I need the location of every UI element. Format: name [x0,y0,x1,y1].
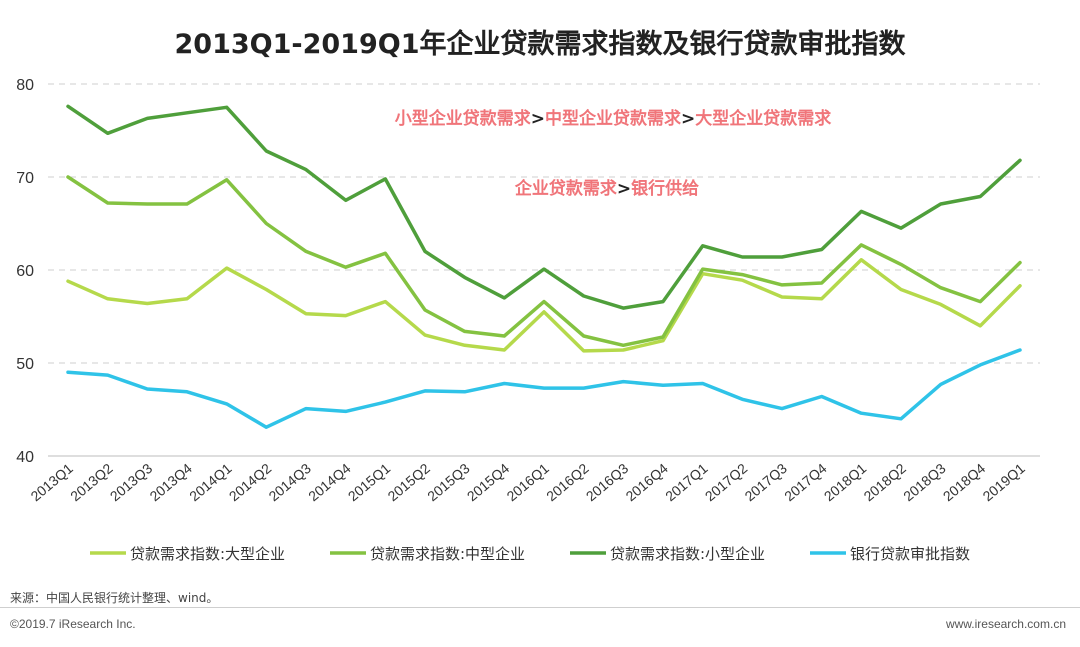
y-tick-label: 40 [16,449,34,466]
x-tick-label: 2017Q1 [662,460,711,504]
annotation-part: 中型企业贷款需求 [545,108,681,129]
annotation-part: 银行供给 [631,178,699,199]
chart-title: 2013Q1-2019Q1年企业贷款需求指数及银行贷款审批指数 [174,29,906,60]
x-tick-label: 2018Q2 [860,460,909,504]
x-tick-label: 2015Q3 [424,460,473,504]
x-tick-label: 2013Q4 [146,460,195,504]
x-tick-label: 2014Q3 [265,460,314,504]
x-tick-label: 2018Q3 [900,460,949,504]
series-line-3 [66,104,1022,310]
x-tick-label: 2017Q3 [741,460,790,504]
x-tick-label: 2015Q2 [384,460,433,504]
x-tick-label: 2013Q1 [27,460,76,504]
annotation-part: > [617,179,631,199]
x-tick-label: 2016Q3 [583,460,632,504]
annotation-part: 小型企业贷款需求 [395,108,531,129]
x-tick-label: 2017Q2 [702,460,751,504]
y-tick-label: 60 [16,263,34,280]
x-tick-label: 2014Q2 [226,460,275,504]
x-tick-label: 2016Q2 [543,460,592,504]
x-tick-label: 2018Q1 [821,460,870,504]
x-tick-label: 2015Q4 [464,460,513,504]
legend-item-3[interactable]: 贷款需求指数:小型企业 [570,545,765,563]
x-tick-label: 2018Q4 [940,460,989,504]
legend-item-1[interactable]: 贷款需求指数:大型企业 [90,545,285,563]
legend-item-2[interactable]: 贷款需求指数:中型企业 [330,545,525,563]
y-tick-label: 50 [16,356,34,373]
annotation-part: > [531,109,545,129]
x-tick-label: 2013Q3 [107,460,156,504]
legend-label: 银行贷款审批指数 [850,545,970,563]
annotation-2: 企业贷款需求>银行供给 [514,178,699,199]
legend-item-4[interactable]: 银行贷款审批指数 [810,545,970,563]
source-note: 来源：中国人民银行统计整理、wind。 [10,591,219,605]
x-tick-label: 2016Q1 [503,460,552,504]
legend-label: 贷款需求指数:中型企业 [370,545,525,563]
x-tick-label: 2015Q1 [345,460,394,504]
x-tick-label: 2013Q2 [67,460,116,504]
legend: 贷款需求指数:大型企业 贷款需求指数:中型企业 贷款需求指数:小型企业 银行贷款审批指… [90,545,970,563]
y-tick-label: 80 [16,77,34,94]
series-line-4 [66,348,1022,429]
x-tick-label: 2019Q1 [979,460,1028,504]
x-tick-label: 2017Q4 [781,460,830,504]
legend-label: 贷款需求指数:大型企业 [130,545,285,563]
x-tick-label: 2016Q4 [622,460,671,504]
y-tick-label: 70 [16,170,34,187]
annotation-part: > [681,109,695,129]
annotation-part: 大型企业贷款需求 [695,108,831,129]
y-axis: 40 50 60 70 80 [16,77,34,466]
website-link[interactable]: www.iresearch.com.cn [945,617,1066,631]
legend-label: 贷款需求指数:小型企业 [610,545,765,563]
series-line-2 [66,175,1022,348]
x-tick-label: 2014Q4 [305,460,354,504]
annotation-1: 小型企业贷款需求>中型企业贷款需求>大型企业贷款需求 [395,108,832,129]
series-lines [66,104,1022,429]
footer-divider [0,607,1080,608]
x-axis: 2013Q12013Q22013Q32013Q42014Q12014Q22014… [27,460,1028,504]
x-tick-label: 2014Q1 [186,460,235,504]
annotation-part: 企业贷款需求 [514,178,617,199]
copyright: ©2019.7 iResearch Inc. [10,617,136,631]
series-line-1 [66,258,1022,353]
